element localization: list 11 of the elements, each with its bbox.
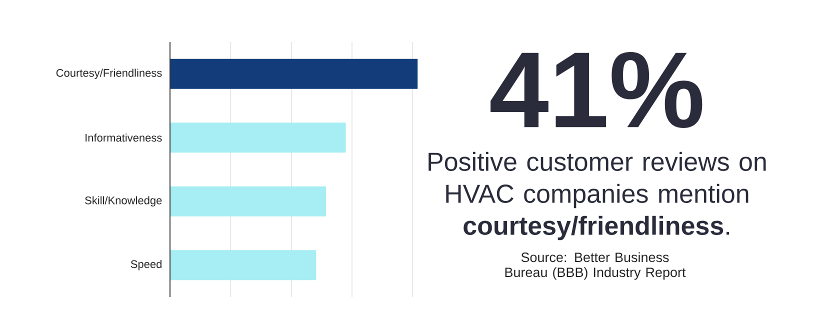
y-tick-label: Informativeness bbox=[86, 134, 162, 142]
bar bbox=[170, 58, 418, 89]
text: 41% bbox=[490, 52, 702, 128]
bar bbox=[170, 250, 316, 280]
y-tick-label: Courtesy/Friendliness bbox=[56, 68, 162, 79]
source-note: Source: Better Business Bureau (BBB) Industry Report bbox=[505, 252, 686, 280]
y-tick-label: Skill/Knowledge bbox=[85, 196, 162, 206]
bar bbox=[170, 186, 326, 216]
bar bbox=[170, 122, 346, 153]
text: Positive customer reviews on HVAC companies mention courtesy/friendliness. bbox=[428, 152, 766, 240]
y-tick-label: Speed bbox=[130, 260, 162, 270]
